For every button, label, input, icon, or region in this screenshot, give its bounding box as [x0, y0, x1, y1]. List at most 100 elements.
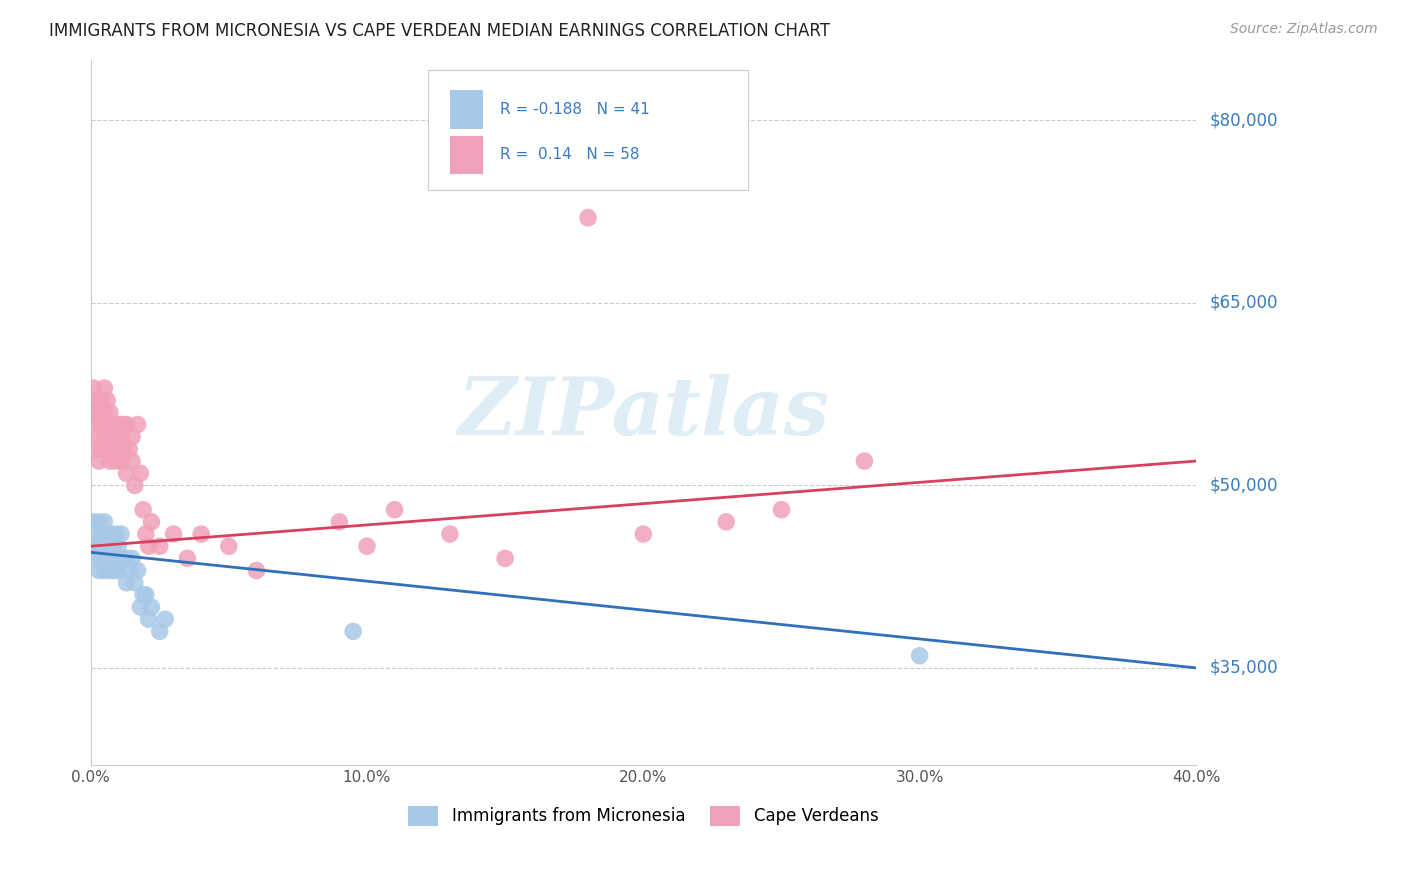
- Point: [129, 600, 152, 615]
- Point: [84, 393, 107, 408]
- Point: [141, 515, 163, 529]
- Point: [138, 539, 160, 553]
- Point: [115, 551, 138, 566]
- Point: [115, 417, 138, 432]
- Point: [87, 564, 110, 578]
- Point: [104, 551, 127, 566]
- Point: [110, 454, 132, 468]
- Point: [93, 430, 115, 444]
- Point: [101, 539, 124, 553]
- Point: [770, 502, 793, 516]
- Point: [853, 454, 876, 468]
- Point: [576, 211, 599, 225]
- Point: [129, 467, 152, 481]
- Point: [104, 454, 127, 468]
- Point: [98, 430, 121, 444]
- Point: [96, 442, 118, 456]
- Point: [112, 551, 135, 566]
- Point: [98, 527, 121, 541]
- Point: [84, 551, 107, 566]
- Point: [90, 551, 112, 566]
- Point: [90, 393, 112, 408]
- Point: [104, 430, 127, 444]
- Point: [121, 551, 143, 566]
- Point: [190, 527, 212, 541]
- Point: [356, 539, 378, 553]
- Text: $50,000: $50,000: [1211, 476, 1278, 494]
- Point: [101, 417, 124, 432]
- Point: [84, 442, 107, 456]
- Point: [87, 539, 110, 553]
- Text: $65,000: $65,000: [1211, 293, 1278, 312]
- Point: [132, 502, 155, 516]
- Point: [107, 564, 129, 578]
- Point: [155, 612, 177, 626]
- Point: [87, 405, 110, 419]
- Text: Source: ZipAtlas.com: Source: ZipAtlas.com: [1230, 22, 1378, 37]
- Point: [98, 454, 121, 468]
- Point: [138, 612, 160, 626]
- Point: [107, 442, 129, 456]
- Point: [90, 442, 112, 456]
- Point: [98, 564, 121, 578]
- Text: IMMIGRANTS FROM MICRONESIA VS CAPE VERDEAN MEDIAN EARNINGS CORRELATION CHART: IMMIGRANTS FROM MICRONESIA VS CAPE VERDE…: [49, 22, 830, 40]
- Text: R =  0.14   N = 58: R = 0.14 N = 58: [499, 147, 640, 162]
- Point: [908, 648, 931, 663]
- Point: [107, 417, 129, 432]
- Point: [96, 393, 118, 408]
- Point: [124, 478, 146, 492]
- Point: [115, 467, 138, 481]
- Text: R = -0.188   N = 41: R = -0.188 N = 41: [499, 103, 650, 118]
- Point: [87, 430, 110, 444]
- Point: [96, 527, 118, 541]
- Point: [82, 381, 104, 395]
- Point: [98, 551, 121, 566]
- FancyBboxPatch shape: [427, 70, 748, 190]
- Point: [93, 539, 115, 553]
- Point: [141, 600, 163, 615]
- Point: [328, 515, 350, 529]
- Point: [82, 405, 104, 419]
- Text: $35,000: $35,000: [1211, 659, 1278, 677]
- Point: [90, 417, 112, 432]
- Point: [93, 405, 115, 419]
- Point: [93, 515, 115, 529]
- Point: [218, 539, 240, 553]
- Point: [149, 539, 172, 553]
- Point: [87, 454, 110, 468]
- Point: [176, 551, 198, 566]
- FancyBboxPatch shape: [450, 90, 484, 129]
- Point: [110, 430, 132, 444]
- Point: [112, 442, 135, 456]
- Point: [118, 564, 141, 578]
- Point: [87, 515, 110, 529]
- Point: [118, 442, 141, 456]
- Point: [115, 575, 138, 590]
- Point: [384, 502, 406, 516]
- Point: [135, 527, 157, 541]
- Point: [104, 527, 127, 541]
- Point: [127, 417, 149, 432]
- Text: ZIPatlas: ZIPatlas: [457, 374, 830, 451]
- Point: [439, 527, 461, 541]
- Point: [121, 454, 143, 468]
- Point: [101, 442, 124, 456]
- Point: [112, 417, 135, 432]
- Point: [84, 527, 107, 541]
- Point: [127, 564, 149, 578]
- Text: $80,000: $80,000: [1211, 112, 1278, 129]
- Point: [98, 405, 121, 419]
- Point: [82, 515, 104, 529]
- Point: [162, 527, 184, 541]
- FancyBboxPatch shape: [450, 136, 484, 175]
- Point: [82, 539, 104, 553]
- Point: [342, 624, 364, 639]
- Point: [110, 551, 132, 566]
- Point: [107, 539, 129, 553]
- Point: [96, 417, 118, 432]
- Point: [93, 564, 115, 578]
- Point: [245, 564, 267, 578]
- Point: [149, 624, 172, 639]
- Point: [716, 515, 738, 529]
- Point: [132, 588, 155, 602]
